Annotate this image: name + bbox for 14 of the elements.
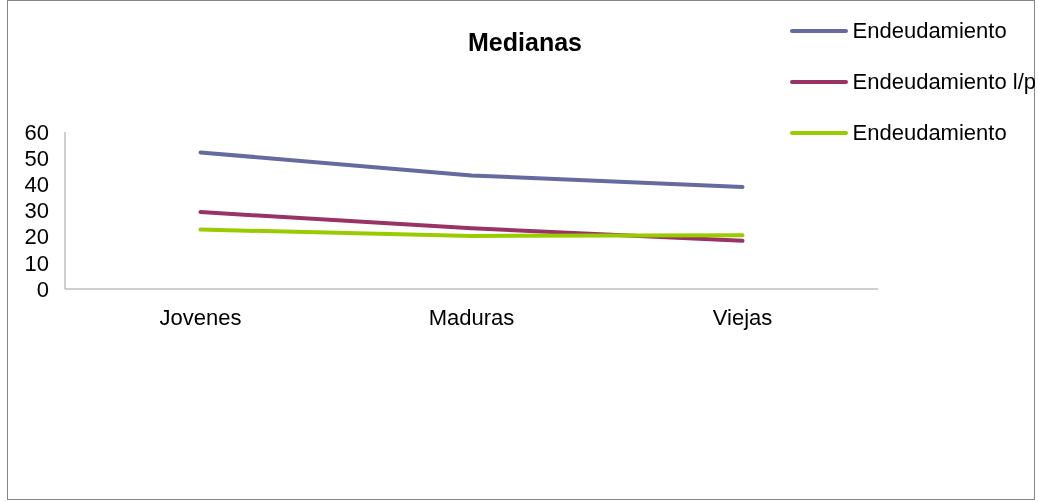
x-tick-label: Maduras <box>428 304 515 330</box>
y-tick-label: 40 <box>24 172 49 198</box>
legend-label: Endeudamiento l/p <box>852 68 1036 95</box>
y-tick-label: 60 <box>24 119 49 145</box>
x-tick-label: Jovenes <box>159 304 242 330</box>
chart-title: Medianas <box>468 28 582 56</box>
legend-label: Endeudamiento <box>852 17 1007 44</box>
y-tick-label: 10 <box>24 250 49 276</box>
y-tick-label: 0 <box>36 276 49 302</box>
x-tick-label: Viejas <box>712 304 773 330</box>
legend-label: Endeudamiento <box>852 119 1007 146</box>
y-tick-label: 50 <box>24 145 49 171</box>
y-tick-label: 20 <box>24 224 49 250</box>
y-tick-label: 30 <box>24 198 49 224</box>
